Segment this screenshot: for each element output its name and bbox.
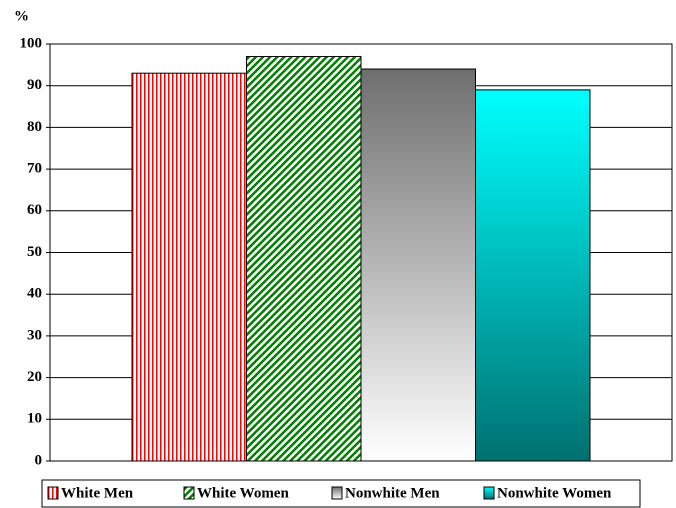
- y-tick-label: 0: [35, 452, 43, 468]
- y-tick-label: 20: [27, 369, 42, 385]
- legend-label: Nonwhite Women: [497, 485, 612, 501]
- y-tick-label: 60: [27, 202, 42, 218]
- legend-swatch: [331, 486, 343, 500]
- y-tick-label: 30: [27, 327, 42, 343]
- bar: [475, 89, 591, 462]
- y-tick-label: 90: [27, 77, 42, 93]
- y-tick-label: 100: [20, 35, 43, 51]
- y-tick-label: 50: [27, 244, 42, 260]
- legend-label: Nonwhite Men: [345, 485, 440, 501]
- y-tick-label: 10: [27, 411, 42, 427]
- bar: [360, 68, 476, 462]
- y-tick-label: 70: [27, 161, 42, 177]
- legend-swatch: [483, 486, 495, 500]
- y-tick-label: 40: [27, 286, 42, 302]
- bar: [131, 72, 247, 462]
- bar: [246, 56, 362, 462]
- legend-swatch: [47, 486, 59, 500]
- y-axis-label: %: [14, 8, 29, 24]
- y-tick-label: 80: [27, 119, 42, 135]
- legend-swatch: [183, 486, 195, 500]
- legend-label: White Women: [197, 485, 289, 501]
- legend-label: White Men: [61, 485, 134, 501]
